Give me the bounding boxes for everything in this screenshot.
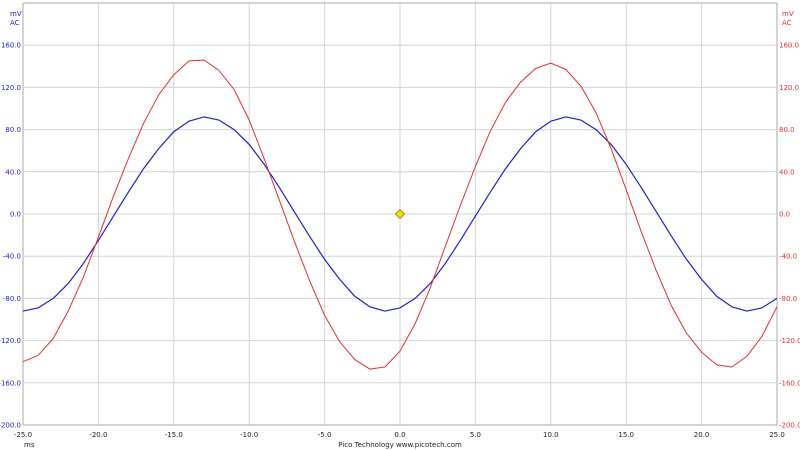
left-axis-tick-label: 120.0 bbox=[1, 84, 21, 92]
trigger-marker[interactable] bbox=[394, 208, 406, 220]
right-axis-tick-label: 80.0 bbox=[779, 126, 795, 134]
footer-credit: Pico Technology www.picotech.com bbox=[338, 441, 462, 449]
right-axis-tick-label: -200.0 bbox=[779, 422, 800, 430]
left-axis-tick-label: 160.0 bbox=[1, 42, 21, 50]
x-axis-ticks: -25.0 -20.0 -15.0 -10.0 -5.0 0.0 5.0 10.0 15.0 20… bbox=[14, 431, 785, 439]
x-axis-tick-label: -5.0 bbox=[318, 431, 332, 439]
x-axis-tick-label: 20.0 bbox=[694, 431, 710, 439]
waveforms bbox=[22, 59, 778, 370]
series-blue-line bbox=[22, 116, 778, 312]
trigger-layer bbox=[394, 208, 406, 220]
left-axis-tick-label: 80.0 bbox=[5, 126, 21, 134]
series-blue-waveform bbox=[22, 116, 778, 312]
left-axis-ticks: 160.0 120.0 80.0 40.0 0.0 -40.0 -80.0 -120.0 -16… bbox=[0, 42, 21, 430]
series-red-line bbox=[22, 59, 778, 370]
left-axis-tick-label: -120.0 bbox=[0, 337, 21, 345]
x-axis-tick-label: -10.0 bbox=[240, 431, 258, 439]
right-axis-tick-label: -40.0 bbox=[779, 253, 797, 261]
x-axis-unit: ms bbox=[24, 441, 35, 449]
left-axis-tick-label: -80.0 bbox=[3, 295, 21, 303]
grid bbox=[22, 2, 778, 426]
right-axis-tick-label: 160.0 bbox=[779, 42, 799, 50]
right-axis-ticks: 160.0 120.0 80.0 40.0 0.0 -40.0 -80.0 -120.0 -16… bbox=[779, 42, 800, 430]
x-axis-tick-label: 0.0 bbox=[394, 431, 405, 439]
right-axis-tick-label: -160.0 bbox=[779, 379, 800, 387]
left-axis-tick-label: -40.0 bbox=[3, 253, 21, 261]
series-red-waveform bbox=[22, 59, 778, 370]
right-axis-tick-label: 40.0 bbox=[779, 168, 795, 176]
left-axis-tick-label: -200.0 bbox=[0, 422, 21, 430]
right-axis-unit: mV bbox=[782, 10, 794, 18]
left-axis-unit: mV bbox=[10, 10, 22, 18]
x-axis-tick-label: -15.0 bbox=[165, 431, 183, 439]
right-axis-tick-label: -80.0 bbox=[779, 295, 797, 303]
left-axis-tick-label: 0.0 bbox=[10, 211, 21, 219]
x-axis-tick-label: 15.0 bbox=[618, 431, 634, 439]
x-axis-tick-label: 10.0 bbox=[543, 431, 559, 439]
right-axis-tick-label: 0.0 bbox=[779, 211, 790, 219]
right-axis-tick-label: 120.0 bbox=[779, 84, 799, 92]
x-axis-tick-label: -20.0 bbox=[89, 431, 107, 439]
x-axis-tick-label: -25.0 bbox=[14, 431, 32, 439]
right-axis-tick-label: -120.0 bbox=[779, 337, 800, 345]
right-axis-coupling: AC bbox=[782, 19, 792, 27]
left-axis-tick-label: 40.0 bbox=[5, 168, 21, 176]
left-axis-tick-label: -160.0 bbox=[0, 379, 21, 387]
left-axis-coupling: AC bbox=[10, 19, 20, 27]
x-axis-tick-label: 5.0 bbox=[470, 431, 481, 439]
x-axis-tick-label: 25.0 bbox=[769, 431, 785, 439]
